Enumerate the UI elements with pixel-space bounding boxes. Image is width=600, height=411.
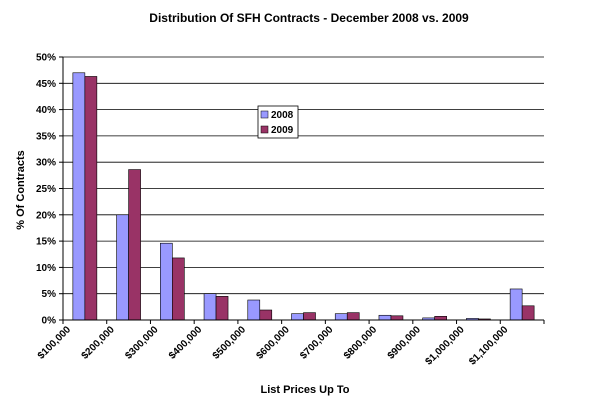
y-tick-label: 45% (36, 79, 56, 90)
gridlines (63, 56, 544, 295)
y-tick-label: 25% (36, 184, 56, 195)
x-axis-label: List Prices Up To (260, 384, 349, 396)
y-tick-label: 10% (36, 263, 56, 274)
bar-2008-2 (160, 242, 173, 321)
y-tick-label: 30% (36, 158, 56, 169)
bar-2009-3 (215, 296, 229, 321)
bar-2008-5 (291, 313, 304, 321)
y-tick-label: 50% (36, 53, 56, 64)
bar-2008-7 (378, 314, 392, 321)
bar-2009-10 (521, 305, 535, 321)
bar-2009-4 (259, 309, 273, 321)
bar-2008-1 (116, 214, 129, 321)
bar-2008-0 (72, 72, 86, 321)
bar-2009-8 (434, 316, 447, 321)
bars (72, 72, 535, 321)
bar-2008-6 (334, 313, 348, 321)
y-tick-label: 15% (36, 237, 56, 248)
legend-label-2009: 2009 (271, 125, 294, 136)
legend-label-2008: 2008 (271, 110, 294, 121)
bar-2009-0 (84, 76, 98, 321)
y-tick-label: 20% (36, 210, 56, 221)
y-tick-label: 40% (36, 105, 56, 116)
legend: 2008 2009 (257, 105, 299, 139)
bar-2008-3 (203, 293, 217, 321)
bar-2008-4 (247, 299, 261, 321)
bar-2009-6 (346, 312, 360, 321)
bar-2008-10 (509, 288, 523, 321)
y-tick-label: 0% (42, 316, 57, 327)
bar-2009-7 (390, 315, 404, 321)
y-tick-label: 5% (42, 289, 57, 300)
legend-swatch-2008 (260, 110, 269, 119)
y-axis-ticks: 0% 5% 10% 15% 20% 25% 30% 35% 40% 45% 50% (36, 53, 63, 327)
bar-2009-1 (128, 169, 141, 321)
bar-2009-5 (303, 312, 316, 321)
chart-title: Distribution Of SFH Contracts - December… (149, 11, 469, 25)
bar-2009-2 (172, 257, 185, 321)
legend-swatch-2009 (260, 125, 269, 134)
y-axis-label: % Of Contracts (15, 150, 27, 229)
y-tick-label: 35% (36, 131, 56, 142)
